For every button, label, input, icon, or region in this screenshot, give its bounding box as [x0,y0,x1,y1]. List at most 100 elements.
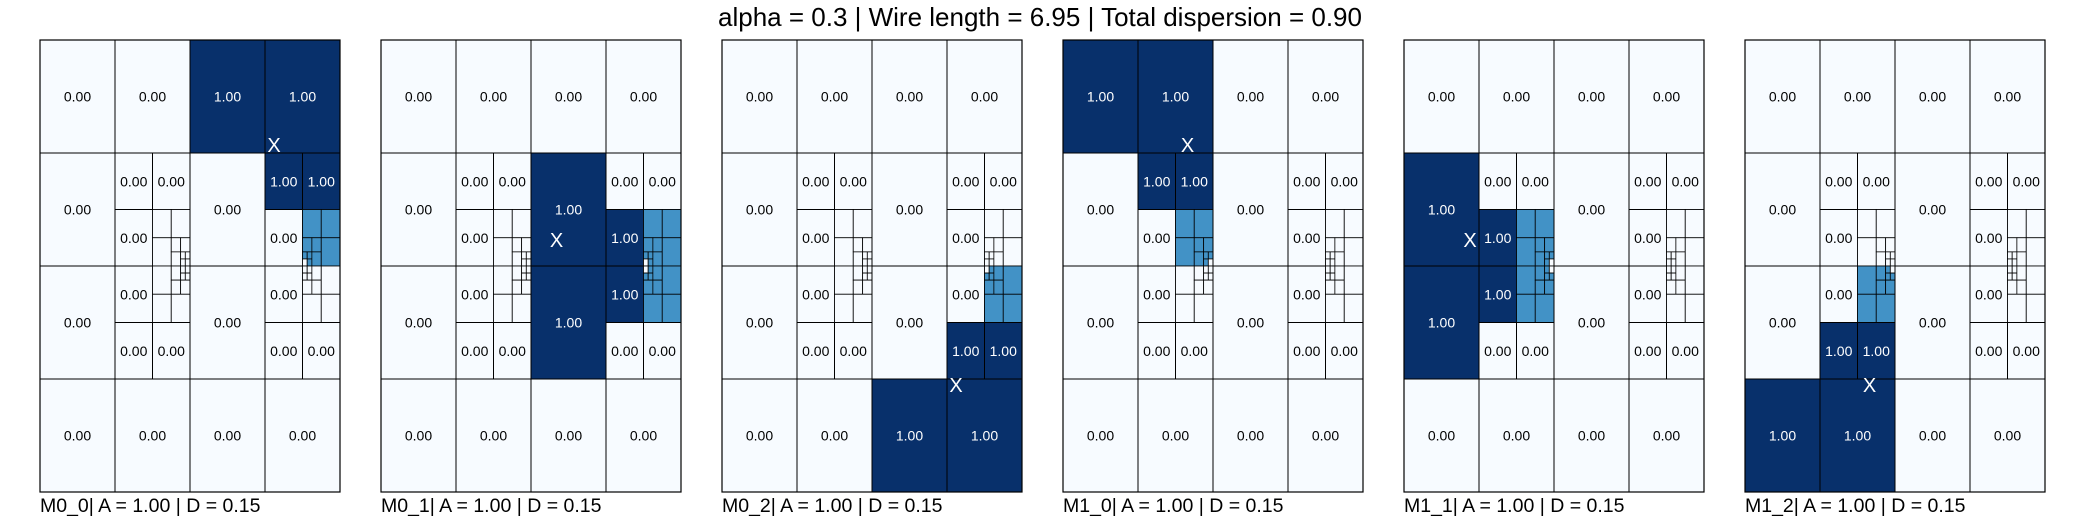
sub-cell-label: 0.00 [990,173,1017,189]
sub-cell-label: 1.00 [308,173,335,189]
heatmap-cell-label: 0.00 [1769,315,1796,331]
sub-cell [1287,265,1326,323]
tiny-cell [1175,209,1195,239]
tiny-cell [1325,272,1331,281]
tiny-cell [862,272,868,281]
sub-cell-label: 1.00 [952,343,979,359]
tiny-cell [525,258,532,267]
tiny-cell [643,258,649,267]
heatmap-panel-m0_1: 0.00 0.00 0.00 0.00 0.00 0.00 0.00 0.00 1.00 0.00… [380,39,682,493]
tiny-cell [1516,209,1536,239]
heatmap-cell [796,378,873,493]
tiny-cell [1666,265,1672,274]
heatmap-cell [530,39,607,154]
tiny-cell [1875,293,1896,323]
sub-cell-label: 0.00 [1634,286,1661,302]
tiny-cell [306,265,313,274]
tiny-cell [525,251,532,260]
sub-cell [946,322,985,380]
tiny-cell [521,251,527,260]
tiny-cell [661,293,682,323]
tiny-cell [1889,251,1896,260]
heatmap-cell-label: 0.00 [405,202,432,218]
tiny-cell [647,272,654,281]
panel-frame [39,39,341,493]
tiny-cell [1002,265,1023,295]
tiny-cell [1193,265,1205,281]
sub-cell-label: 0.00 [952,230,979,246]
heatmap-cell-label: 0.00 [1919,202,1946,218]
sub-cell [1516,322,1555,380]
tiny-cell [993,279,1004,295]
tiny-cell [993,265,1004,281]
heatmap-cell-label: 0.00 [1237,202,1264,218]
heatmap-cell-label: 0.00 [64,202,91,218]
heatmap-panel-m1_0: 1.00 1.00 0.00 0.00 0.00 1.00 1.00 0.00 0.00 0.00… [1062,39,1364,493]
sub-cell [1857,322,1896,380]
heatmap-cell [1744,265,1821,380]
heatmap-cell-label: 0.00 [214,202,241,218]
tiny-cell [511,237,523,253]
heatmap-cell-label: 0.00 [896,89,923,105]
tiny-cell [652,265,663,281]
heatmap-cell-label: 1.00 [1162,89,1189,105]
sub-cell-label: 0.00 [802,230,829,246]
tiny-cell [1666,237,1677,253]
panel-frame [1403,39,1705,493]
tiny-cell [834,237,854,267]
sub-cell-label: 0.00 [802,286,829,302]
tiny-cell [1548,272,1555,281]
tiny-cell [1885,251,1891,260]
tiny-cell [1889,265,1896,274]
tiny-cell [1666,293,1686,323]
tiny-cell [493,237,513,267]
sub-cell-label: 1.00 [1484,230,1511,246]
heatmap-cell [264,378,341,493]
sub-cell [796,152,835,210]
heatmap-cell-label: 0.00 [821,428,848,444]
heatmap-cell-label: 0.00 [1919,428,1946,444]
tiny-cell [643,237,654,253]
heatmap-cell [1212,152,1289,267]
sub-cell-label: 0.00 [1672,173,1699,189]
sub-cell-label: 0.00 [1634,343,1661,359]
sub-cell-label: 1.00 [1825,343,1852,359]
tiny-cell [1885,272,1891,281]
tiny-cell [180,258,186,267]
sub-cell [1666,322,1705,380]
tiny-cell [2011,272,2018,281]
tiny-cell [1193,279,1205,295]
heatmap-cell [189,378,266,493]
heatmap-cell [605,39,682,154]
tiny-cell [866,251,873,260]
tiny-cell [311,237,322,253]
tiny-cell [184,258,191,267]
tiny-cell [2016,251,2027,267]
heatmap-cell [1628,39,1705,154]
heatmap-cell [1212,378,1289,493]
heatmap-cell-label: 0.00 [1237,89,1264,105]
heatmap-cell [380,265,457,380]
tiny-cell [1193,237,1205,253]
heatmap-cell-label: 0.00 [630,89,657,105]
tiny-cell [311,265,322,281]
heatmap-cell [946,39,1023,154]
heatmap-cell [455,39,532,154]
sub-cell-label: 0.00 [802,343,829,359]
sub-cell-label: 0.00 [1484,343,1511,359]
tiny-cell [302,265,308,274]
heatmap-cell-label: 0.00 [971,89,998,105]
heatmap-cell [1287,378,1364,493]
tiny-cell [1175,293,1195,323]
tiny-cell [647,258,654,267]
tiny-cell [993,251,1004,267]
tiny-cell [1207,272,1214,281]
tiny-cell [834,293,854,323]
tiny-cell [152,293,172,323]
heatmap-cell-label: 0.00 [480,89,507,105]
heatmap-cell [1894,378,1971,493]
sub-cell-label: 0.00 [1484,173,1511,189]
sub-cell-label: 0.00 [158,343,185,359]
heatmap-cell-label: 0.00 [1087,428,1114,444]
sub-cell [2007,152,2046,210]
